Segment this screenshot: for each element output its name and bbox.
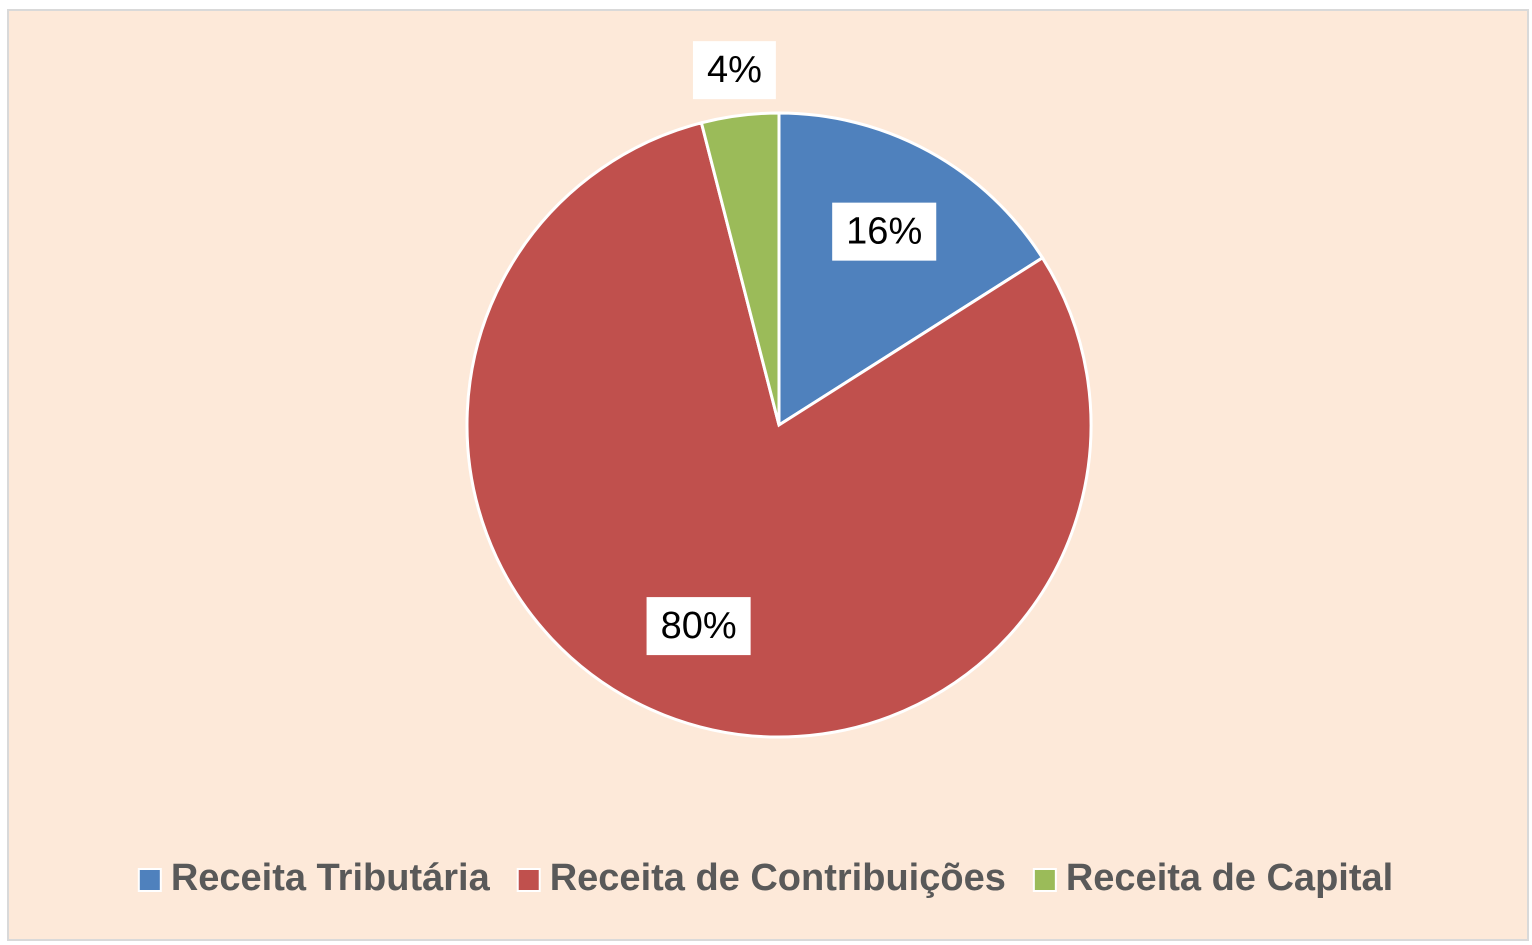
data-label-box <box>832 202 937 261</box>
data-label-box <box>692 41 776 100</box>
legend: Receita Tributária Receita de Contribuiçõ… <box>137 857 1393 899</box>
data-label: 4% <box>707 49 762 91</box>
legend-swatch <box>1032 868 1057 892</box>
data-label-box <box>646 597 751 656</box>
legend-swatch <box>516 868 541 892</box>
legend-label: Receita de Contribuições <box>550 857 1006 899</box>
data-label: 80% <box>661 605 737 647</box>
legend-swatch <box>137 868 162 892</box>
legend-label: Receita de Capital <box>1066 857 1393 899</box>
pie-slice <box>465 120 1093 739</box>
data-label: 16% <box>846 211 922 253</box>
pie-slice <box>777 111 1045 428</box>
pie-slice <box>699 111 781 426</box>
legend-label: Receita Tributária <box>171 857 491 899</box>
